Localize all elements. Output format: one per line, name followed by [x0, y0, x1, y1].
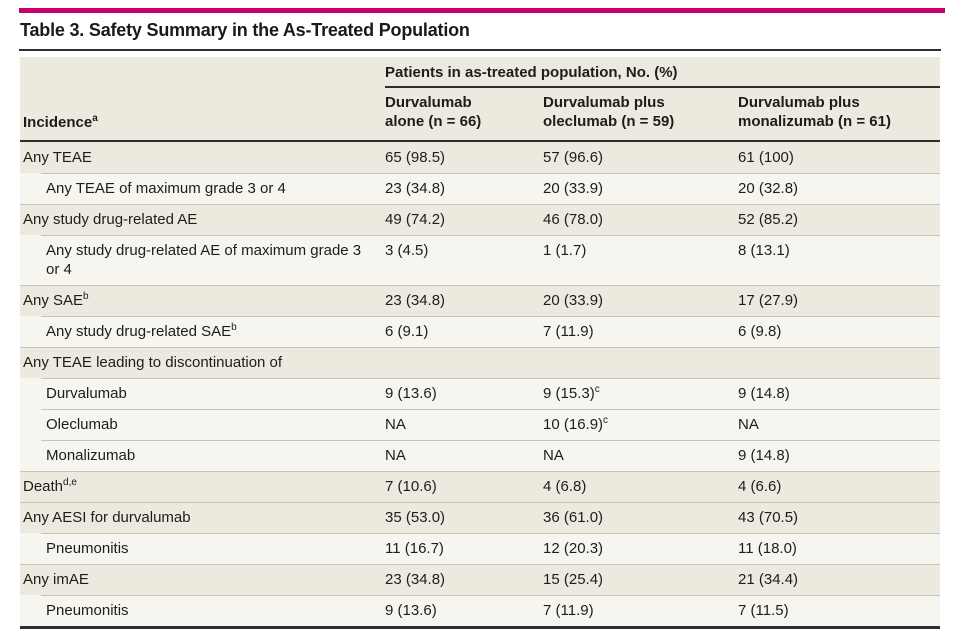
row-value: 7 (11.5): [738, 602, 789, 619]
row-value: 3 (4.5): [385, 242, 429, 259]
row-value: 52 (85.2): [738, 211, 799, 228]
row-value: 46 (78.0): [543, 211, 604, 228]
table-row: Any study drug-related AE of maximum gra…: [20, 235, 940, 285]
incidence-label: Incidence: [23, 114, 93, 131]
column-headers: Durvalumab alone (n = 66) Durvalumab plus o…: [385, 88, 940, 140]
table-row: Any TEAE leading to discontinuation of: [20, 347, 940, 378]
column-header: Durvalumab alone (n = 66): [385, 94, 482, 130]
row-value: 1 (1.7): [543, 242, 587, 259]
row-value: 20 (33.9): [543, 180, 604, 197]
row-value: 23 (34.8): [385, 180, 446, 197]
table-row: Any AESI for durvalumab 35 (53.0) 36 (61.0…: [20, 502, 940, 533]
table-row: Any TEAE 65 (98.5) 57 (96.6) 61 (100): [20, 142, 940, 173]
row-value: NA: [738, 416, 759, 433]
row-label: Any study drug-related SAEb: [46, 322, 237, 341]
row-label: Any study drug-related AE: [23, 211, 198, 228]
table-header: Incidencea Patients in as-treated popula…: [20, 57, 940, 140]
table-row: Oleclumab NA 10 (16.9)c NA: [20, 409, 940, 440]
footnote-marker: c: [594, 384, 600, 395]
row-value: 7 (10.6): [385, 478, 437, 495]
table-row: Any study drug-related AE 49 (74.2) 46 (78…: [20, 204, 940, 235]
column-header: Durvalumab plus oleclumab (n = 59): [543, 94, 675, 130]
row-label: Any TEAE leading to discontinuation of: [23, 354, 283, 371]
title-rule: [19, 49, 941, 51]
row-value: 9 (14.8): [738, 447, 790, 464]
accent-bar: [19, 8, 945, 13]
row-value: 10 (16.9)c: [543, 415, 609, 434]
row-value: [738, 353, 940, 372]
table-body: Any TEAE 65 (98.5) 57 (96.6) 61 (100) Any TE…: [20, 140, 940, 629]
row-value: 61 (100): [738, 149, 794, 166]
table-row: Monalizumab NA NA 9 (14.8): [20, 440, 940, 471]
table-row: Deathd,e 7 (10.6) 4 (6.8) 4 (6.6): [20, 471, 940, 502]
row-value: NA: [385, 416, 406, 433]
table-row: Any imAE 23 (34.8) 15 (25.4) 21 (34.4): [20, 564, 940, 595]
row-value: 9 (14.8): [738, 385, 790, 402]
table-row: Any SAEb 23 (34.8) 20 (33.9) 17 (27.9): [20, 285, 940, 316]
footnote-marker: d,e: [63, 477, 77, 488]
row-label: Pneumonitis: [46, 540, 129, 557]
row-value: NA: [543, 447, 564, 464]
row-value: 11 (16.7): [385, 540, 444, 557]
row-value: [385, 353, 543, 372]
row-value: 8 (13.1): [738, 242, 790, 259]
row-value: 11 (18.0): [738, 540, 797, 557]
row-value: 12 (20.3): [543, 540, 604, 557]
row-label: Durvalumab: [46, 385, 127, 402]
row-value: 36 (61.0): [543, 509, 604, 526]
table-row: Any TEAE of maximum grade 3 or 4 23 (34.8…: [20, 173, 940, 204]
incidence-footnote-marker: a: [92, 113, 98, 124]
row-label: Any TEAE of maximum grade 3 or 4: [46, 180, 286, 197]
row-value: 49 (74.2): [385, 211, 446, 228]
row-label: Any TEAE: [23, 149, 92, 166]
table-row: Any study drug-related SAEb 6 (9.1) 7 (11.…: [20, 316, 940, 347]
row-label: Monalizumab: [46, 447, 136, 464]
row-value: 20 (33.9): [543, 292, 604, 309]
row-value: 4 (6.6): [738, 478, 782, 495]
incidence-column-header: Incidencea: [20, 57, 385, 140]
row-value: 23 (34.8): [385, 292, 446, 309]
row-label: Oleclumab: [46, 416, 118, 433]
footnote-marker: b: [83, 291, 89, 302]
table-row: Durvalumab 9 (13.6) 9 (15.3)c 9 (14.8): [20, 378, 940, 409]
row-value: 7 (11.9): [543, 602, 594, 619]
row-value: 4 (6.8): [543, 478, 587, 495]
row-value: 35 (53.0): [385, 509, 446, 526]
row-value: NA: [385, 447, 406, 464]
span-header: Patients in as-treated population, No. (…: [385, 57, 940, 88]
row-value: 23 (34.8): [385, 571, 446, 588]
row-value: 57 (96.6): [543, 149, 604, 166]
row-value: 43 (70.5): [738, 509, 799, 526]
row-value: 15 (25.4): [543, 571, 604, 588]
footnote-marker: b: [231, 322, 237, 333]
table-title: Table 3. Safety Summary in the As-Treate…: [20, 20, 470, 40]
row-value: 17 (27.9): [738, 292, 799, 309]
row-label: Any study drug-related AE of maximum gra…: [46, 242, 362, 278]
row-label: Any imAE: [23, 571, 89, 588]
row-value: 65 (98.5): [385, 149, 446, 166]
row-value: 21 (34.4): [738, 571, 799, 588]
row-value: [543, 353, 738, 372]
table-row: Pneumonitis 11 (16.7) 12 (20.3) 11 (18.0): [20, 533, 940, 564]
safety-summary-table: Incidencea Patients in as-treated popula…: [20, 57, 940, 629]
row-value: 6 (9.1): [385, 323, 429, 340]
table-row: Pneumonitis 9 (13.6) 7 (11.9) 7 (11.5): [20, 595, 940, 626]
footnote-marker: c: [603, 415, 609, 426]
row-value: 6 (9.8): [738, 323, 782, 340]
row-value: 9 (13.6): [385, 602, 437, 619]
row-label: Deathd,e: [23, 477, 77, 496]
row-value: 20 (32.8): [738, 180, 799, 197]
row-value: 9 (13.6): [385, 385, 437, 402]
row-label: Any SAEb: [23, 291, 89, 310]
row-label: Any AESI for durvalumab: [23, 509, 191, 526]
row-label: Pneumonitis: [46, 602, 129, 619]
row-value: 9 (15.3)c: [543, 384, 600, 403]
column-header: Durvalumab plus monalizumab (n = 61): [738, 94, 891, 130]
row-value: 7 (11.9): [543, 323, 594, 340]
header-right-section: Patients in as-treated population, No. (…: [385, 57, 940, 140]
